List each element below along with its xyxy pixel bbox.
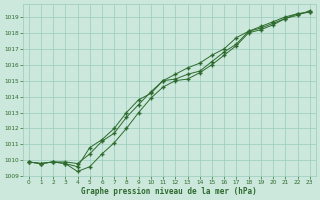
X-axis label: Graphe pression niveau de la mer (hPa): Graphe pression niveau de la mer (hPa) <box>81 187 257 196</box>
